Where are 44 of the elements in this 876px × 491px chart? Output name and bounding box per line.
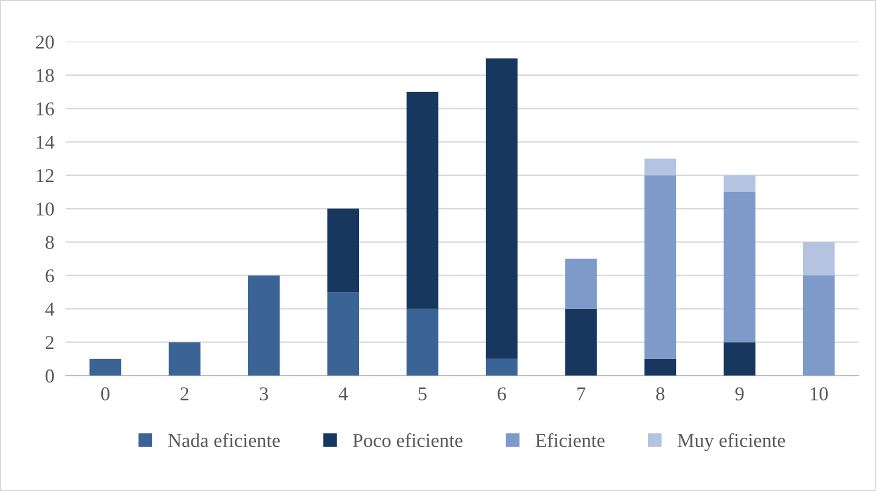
bar [802,275,835,376]
x-tick-label: 3 [260,387,268,400]
y-tick-label: 0 [46,369,54,383]
bar [724,175,756,192]
x-tick-label: 5 [418,387,427,400]
bar [327,208,360,292]
bar [486,58,518,359]
y-tick-label: 6 [46,269,54,282]
bar [644,175,676,359]
x-tick-label: 0 [101,387,110,400]
bar [565,308,597,376]
bar [724,342,756,376]
x-tick-label: 2 [180,387,188,400]
bar [644,158,676,176]
x-tick-label: 4 [338,387,348,400]
legend-label: Eficiente [536,433,605,448]
y-tick-label: 12 [36,169,54,182]
y-tick-label: 2 [46,336,54,349]
y-tick-label: 8 [46,236,54,249]
bar [724,192,756,342]
x-tick-label: 9 [735,387,744,400]
x-tick-label: 6 [498,387,506,400]
bar [406,92,438,309]
legend-label: Nada eficiente [168,433,280,448]
y-tick-label: 10 [36,202,54,216]
y-tick-label: 20 [36,36,54,49]
y-tick-label: 4 [45,302,54,316]
bar [565,258,597,309]
x-tick-label: 7 [577,387,586,400]
bar [486,358,518,376]
x-tick-label: 8 [656,387,664,400]
legend-label: Muy eficiente [678,433,786,452]
legend-label: Poco eficiente [352,433,462,448]
bar [89,358,122,376]
x-tick-label: 10 [810,387,828,400]
bar [168,342,200,376]
bar [406,308,438,376]
bar [327,292,360,376]
y-tick-label: 16 [36,102,54,116]
bar [248,275,280,376]
y-tick-label: 14 [36,136,54,149]
bar [802,242,835,276]
y-tick-label: 18 [36,68,54,82]
bar [644,358,676,376]
